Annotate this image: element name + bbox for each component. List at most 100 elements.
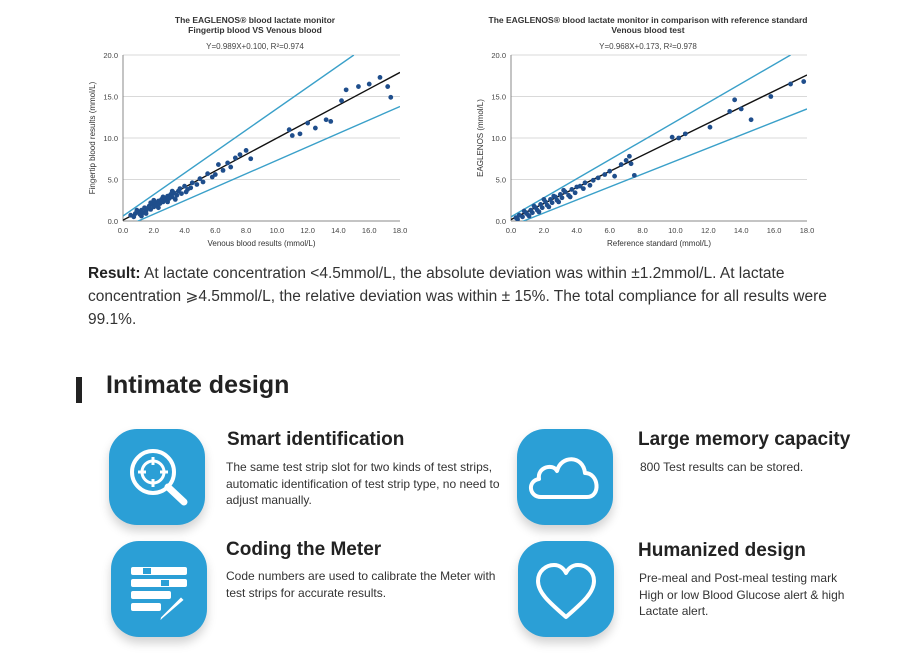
y-tick-label: 10.0 (491, 134, 506, 143)
upper-limit-line (511, 55, 791, 218)
data-point (182, 183, 187, 189)
data-point (556, 199, 562, 205)
data-point (602, 172, 608, 177)
data-point (612, 173, 617, 179)
data-point (541, 197, 547, 202)
x-tick-label: 18.0 (393, 226, 408, 235)
data-point (356, 84, 361, 89)
data-point (536, 209, 542, 215)
data-point (727, 109, 733, 114)
chart-reference-comparison: The EAGLENOS® blood lactate monitor in c… (473, 0, 823, 255)
data-point (188, 185, 194, 191)
x-tick-label: 10.0 (270, 226, 285, 235)
data-point (569, 187, 575, 192)
data-point (623, 158, 629, 163)
data-point (286, 127, 292, 133)
data-point (531, 203, 537, 209)
y-axis-label: Fingertip blood results (mmol/L) (88, 81, 97, 194)
y-axis-label: EAGLENOS (mmol/L) (476, 99, 485, 177)
data-point (366, 81, 372, 87)
data-point (385, 84, 391, 89)
data-point (682, 131, 688, 137)
data-point (377, 75, 383, 80)
scatter-plot: 0.0 5.0 10.0 15.0 20.0 0.0 2.0 4.0 6.0 8.0 10.0 12.… (476, 51, 814, 248)
feature-title: Smart identification (227, 429, 405, 450)
result-text: At lactate concentration <4.5mmol/L, the… (88, 265, 827, 328)
y-tick-label: 20.0 (103, 51, 118, 60)
chart-fingertip-vs-venous: The EAGLENOS® blood lactate monitor Fing… (85, 0, 425, 255)
data-point (595, 175, 601, 181)
x-tick-label: 14.0 (734, 226, 749, 235)
data-point (183, 189, 189, 195)
data-point (551, 193, 557, 199)
data-point (732, 97, 738, 103)
y-tick-label: 20.0 (491, 51, 506, 60)
lower-limit-line (136, 105, 400, 221)
y-tick-label: 15.0 (103, 93, 118, 102)
x-tick-label: 2.0 (149, 226, 159, 235)
data-point (134, 207, 140, 213)
y-tick-label: 0.0 (496, 217, 506, 226)
feature-title: Large memory capacity (638, 429, 851, 450)
y-tick-label: 0.0 (108, 217, 118, 226)
data-point (669, 134, 675, 140)
data-point (567, 194, 573, 200)
data-point (174, 192, 180, 198)
data-point (582, 180, 588, 186)
x-tick-label: 0.0 (506, 226, 516, 235)
x-tick-label: 14.0 (331, 226, 346, 235)
feature-title: Coding the Meter (226, 539, 382, 560)
data-point (676, 135, 682, 141)
chart-title: The EAGLENOS® blood lactate monitor (174, 15, 336, 25)
y-tick-label: 15.0 (491, 93, 506, 102)
section-title: Intimate design (106, 371, 290, 399)
data-point (220, 167, 226, 173)
data-point (197, 176, 203, 182)
data-point (189, 180, 195, 186)
data-point (339, 98, 344, 104)
data-point (216, 162, 221, 167)
x-tick-label: 2.0 (539, 226, 549, 235)
data-point (748, 117, 754, 123)
data-point (631, 172, 637, 178)
feature-description: The same test strip slot for two kinds o… (226, 460, 500, 507)
feature-description: Pre-meal and Post-meal testing mark High… (639, 571, 845, 618)
data-point (200, 179, 206, 185)
heart-icon (518, 541, 614, 637)
data-point (328, 119, 334, 124)
data-point (529, 210, 535, 216)
data-point (607, 168, 613, 174)
chart-title: The EAGLENOS® blood lactate monitor in c… (488, 15, 808, 25)
data-point (580, 186, 586, 192)
data-point (232, 155, 238, 161)
chart-subtitle: Fingertip blood VS Venous blood (188, 25, 322, 35)
data-point (172, 197, 178, 202)
lower-limit-line (521, 108, 807, 221)
plot-area (511, 55, 807, 221)
data-point (768, 94, 774, 99)
list-pencil-icon (111, 541, 207, 637)
data-point (515, 216, 520, 221)
x-tick-label: 8.0 (241, 226, 251, 235)
x-axis-label: Reference standard (mmol/L) (607, 239, 711, 248)
data-point (212, 172, 218, 177)
section-marker (76, 377, 82, 403)
x-tick-label: 6.0 (210, 226, 220, 235)
data-point (297, 131, 303, 137)
cloud-icon (517, 429, 613, 525)
data-point (388, 94, 394, 100)
feature-title: Humanized design (638, 540, 806, 561)
x-tick-label: 6.0 (604, 226, 614, 235)
chart-equation: Y=0.989X+0.100, R²=0.974 (206, 42, 304, 51)
data-point (151, 197, 157, 203)
plot-area (123, 55, 400, 221)
data-point (205, 171, 211, 177)
chart-subtitle: Venous blood test (611, 25, 685, 35)
data-point (521, 208, 527, 214)
feature-description: Code numbers are used to calibrate the M… (226, 569, 496, 600)
data-point (237, 152, 243, 158)
data-point (228, 164, 234, 170)
data-point (628, 161, 634, 167)
data-point (139, 213, 144, 219)
x-tick-label: 12.0 (701, 226, 716, 235)
